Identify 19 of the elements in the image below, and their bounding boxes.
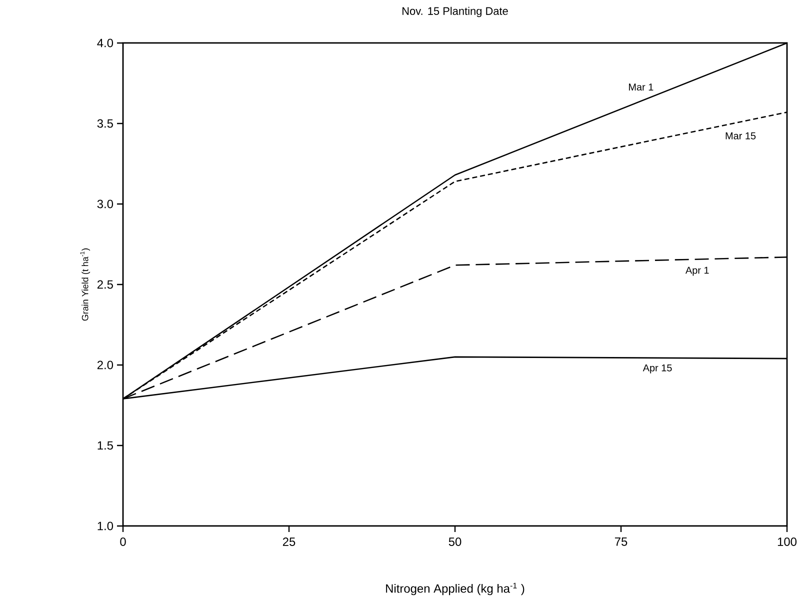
y-tick-label: 3.5 [97, 119, 113, 128]
y-tick-label: 1.0 [98, 522, 114, 530]
x-tick-label: 75 [614, 538, 628, 546]
series-label: Apr 15 [642, 364, 672, 374]
x-tick-label: 25 [282, 538, 296, 546]
x-tick-label: 100 [778, 538, 797, 546]
y-tick-label: 2.5 [97, 280, 113, 289]
x-tick-label: 50 [448, 538, 462, 546]
chart-title: Nov. 15 Planting Date [402, 6, 508, 18]
x-axis-title: Nitrogen Applied (kg ha$^{-1}$ ) [386, 582, 524, 596]
series-label: Apr 1 [685, 266, 709, 276]
y-tick-label: 4.0 [97, 38, 114, 48]
y-axis-title: Grain Yield (t ha$^{-1}$) [80, 248, 90, 321]
y-tick-label: 1.5 [98, 441, 113, 450]
x-tick-label: 0 [120, 538, 126, 546]
series-label: Mar 1 [629, 84, 654, 91]
series-label: Mar 15 [726, 132, 756, 140]
y-tick-label: 2.0 [97, 360, 114, 370]
y-tick-label: 3.0 [97, 200, 114, 208]
